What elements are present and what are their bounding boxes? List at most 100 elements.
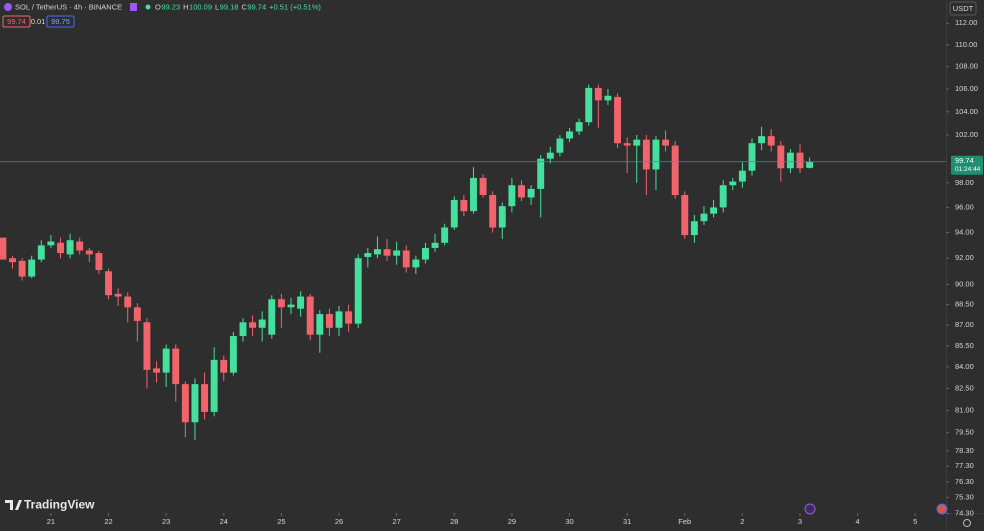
plot bbox=[0, 84, 946, 441]
candle-body bbox=[95, 253, 103, 271]
y-tick-label: 96.00 bbox=[955, 202, 974, 211]
event-icon[interactable] bbox=[804, 503, 816, 515]
ohlc-key: H bbox=[183, 2, 188, 11]
time-axis-bg bbox=[0, 513, 946, 531]
candle-body bbox=[479, 177, 487, 196]
y-tick-label: 74.30 bbox=[955, 509, 974, 518]
flag-icon[interactable] bbox=[936, 503, 948, 515]
candle-body bbox=[18, 260, 26, 277]
candle-body bbox=[489, 195, 497, 228]
candle-body bbox=[402, 250, 410, 268]
y-tick-label: 102.00 bbox=[955, 130, 978, 139]
candle-body bbox=[441, 227, 449, 243]
candle-body bbox=[412, 259, 420, 268]
y-tick-label: 106.00 bbox=[955, 84, 978, 93]
candle-body bbox=[556, 138, 564, 153]
candle-body bbox=[191, 384, 199, 423]
candle-body bbox=[354, 258, 362, 324]
candle-body bbox=[623, 143, 631, 146]
countdown: 01:24:44 bbox=[955, 166, 981, 173]
candle-body bbox=[796, 152, 804, 169]
candle-body bbox=[748, 143, 756, 171]
y-tick-label: 112.00 bbox=[955, 18, 977, 27]
candle-body bbox=[220, 359, 228, 373]
x-tick-label: 5 bbox=[913, 517, 917, 526]
candle-body bbox=[460, 199, 468, 212]
candle-body bbox=[325, 314, 333, 328]
candle-body bbox=[306, 296, 314, 335]
ohlc-key: C bbox=[241, 2, 247, 11]
candle-body bbox=[364, 253, 372, 257]
candle-body bbox=[162, 348, 170, 373]
ohlc-value: 100.09 bbox=[189, 2, 212, 11]
candle-body bbox=[700, 213, 708, 222]
candle-body bbox=[229, 336, 237, 373]
candle-body bbox=[105, 271, 112, 296]
candle-body bbox=[57, 242, 64, 254]
candle-body bbox=[594, 87, 602, 101]
candle-body bbox=[201, 384, 209, 412]
ohlc-value: 99.18 bbox=[220, 2, 239, 11]
candle-body bbox=[738, 170, 746, 182]
candle-body bbox=[172, 348, 180, 385]
candle-body bbox=[249, 322, 257, 328]
last-price-box bbox=[951, 155, 983, 175]
x-tick-label: Feb bbox=[678, 517, 691, 526]
settings-icon[interactable] bbox=[963, 519, 971, 527]
y-tick-label: 76.30 bbox=[955, 477, 974, 486]
candle-body bbox=[758, 136, 766, 144]
x-tick-label: 30 bbox=[565, 517, 573, 526]
symbol-icon bbox=[4, 3, 12, 11]
candle-body bbox=[143, 322, 151, 370]
candle-body bbox=[652, 139, 660, 170]
candle-body bbox=[0, 237, 7, 260]
candle-body bbox=[806, 161, 814, 168]
candle-body bbox=[393, 250, 401, 256]
axes: 112.00 110.00 108.00 106.00 104.00 102.00 98.0… bbox=[47, 18, 983, 526]
currency-box[interactable] bbox=[949, 1, 977, 16]
candle-body bbox=[767, 136, 775, 146]
candle-body bbox=[153, 368, 161, 373]
ask-box[interactable] bbox=[46, 15, 75, 28]
candle-body bbox=[681, 195, 689, 236]
y-tick-label: 98.00 bbox=[955, 178, 974, 187]
candle-body bbox=[508, 185, 516, 207]
y-tick-label: 104.00 bbox=[955, 107, 978, 116]
x-tick-label: 3 bbox=[798, 517, 802, 526]
candle-body bbox=[37, 245, 45, 260]
change: +0.51 (+0.51%) bbox=[269, 2, 321, 11]
candle-body bbox=[277, 299, 285, 308]
candle-body bbox=[258, 319, 266, 328]
x-tick-label: 2 bbox=[740, 517, 744, 526]
bid-box[interactable] bbox=[2, 15, 31, 28]
symbol: SOL / TetherUS · 4h · BINANCE bbox=[15, 2, 122, 11]
y-tick-label: 81.00 bbox=[955, 405, 974, 414]
candle-body bbox=[777, 145, 785, 169]
candle-body bbox=[239, 322, 247, 337]
x-tick-label: 21 bbox=[47, 517, 55, 526]
candle-body bbox=[47, 241, 55, 246]
candle-body bbox=[373, 249, 381, 255]
last-price-label: 99.74 bbox=[955, 156, 974, 165]
exchange-icon bbox=[130, 3, 137, 11]
x-tick-label: 22 bbox=[104, 517, 112, 526]
candle-body bbox=[431, 242, 439, 248]
status-dot bbox=[145, 4, 151, 10]
y-tick-label: 90.00 bbox=[955, 280, 974, 289]
candle-body bbox=[585, 87, 593, 123]
candle-body bbox=[85, 250, 93, 255]
x-tick-label: 23 bbox=[162, 517, 170, 526]
candle-body bbox=[786, 152, 794, 169]
candle-body bbox=[662, 139, 670, 146]
candle-body bbox=[66, 240, 74, 255]
x-tick-label: 4 bbox=[856, 517, 860, 526]
ohlc-key: O bbox=[155, 2, 161, 11]
candle-body bbox=[614, 96, 621, 144]
logo: TradingView bbox=[24, 498, 95, 512]
candle-body bbox=[9, 258, 16, 263]
y-tick-label: 94.00 bbox=[955, 228, 974, 237]
y-tick-label: 85.50 bbox=[955, 341, 974, 350]
candle-body bbox=[268, 299, 276, 335]
